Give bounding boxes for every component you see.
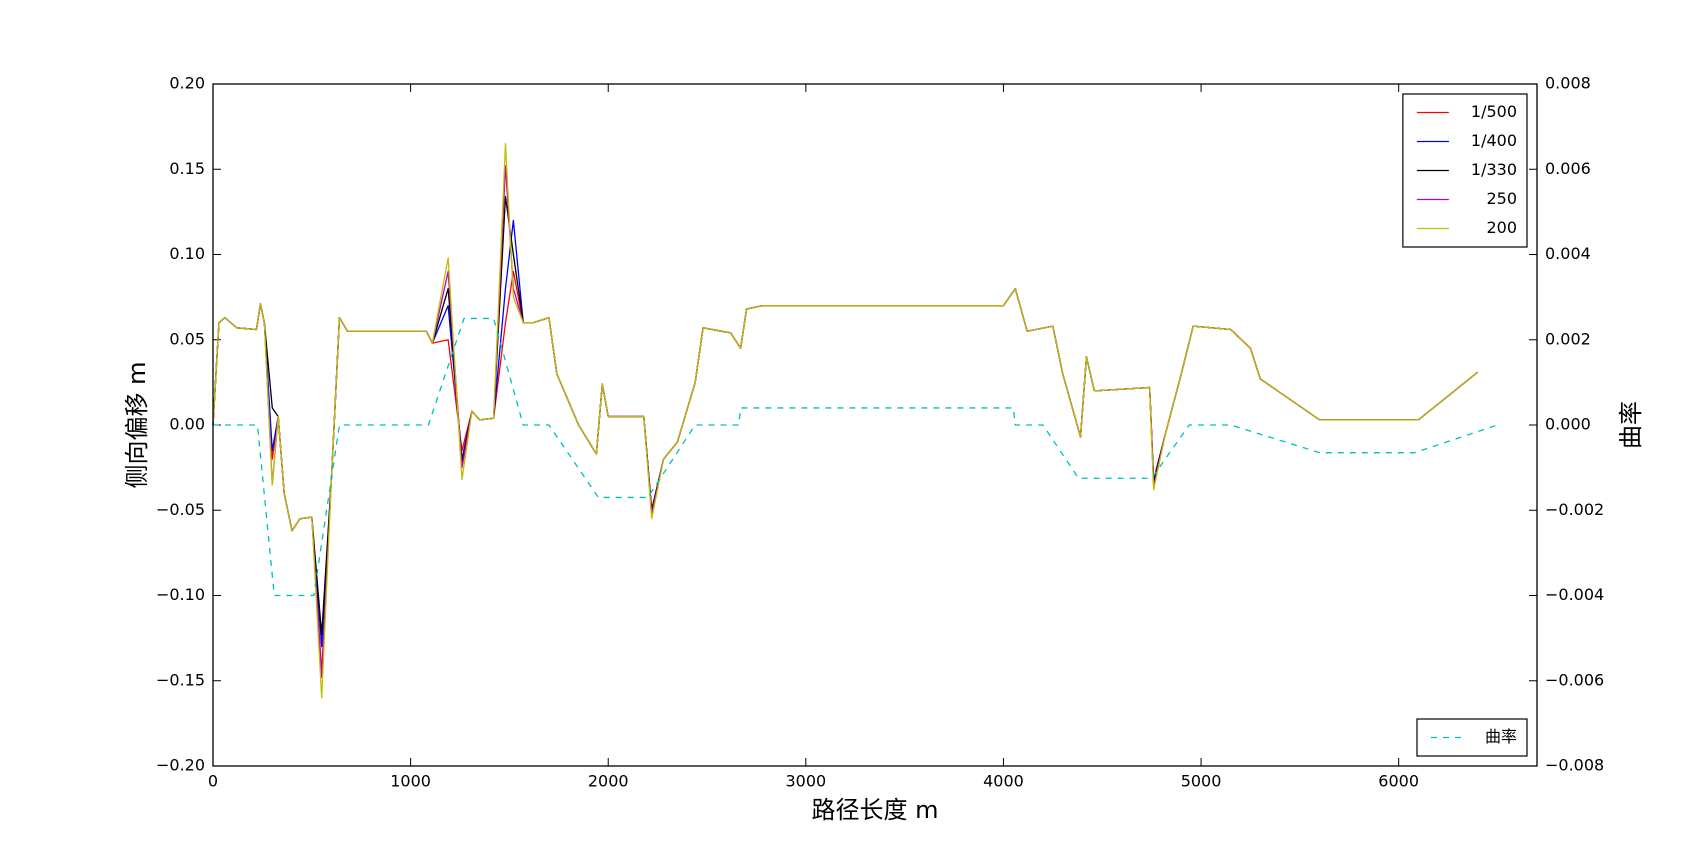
y-tick-label: 0.00 — [169, 415, 205, 434]
y-tick-label: 0.20 — [169, 74, 205, 93]
y2-tick-label: 0.000 — [1545, 415, 1591, 434]
data-line — [213, 317, 1498, 597]
data-line — [212, 165, 1479, 678]
y-tick-label: 0.05 — [169, 329, 205, 348]
data-line — [212, 219, 1479, 648]
x-tick-label: 2000 — [588, 772, 629, 791]
y-tick-label: −0.20 — [156, 756, 205, 775]
y-tick-label: 0.10 — [169, 244, 205, 263]
y-tick-label: 0.15 — [169, 159, 205, 178]
x-tick-label: 5000 — [1181, 772, 1222, 791]
y-tick-label: −0.10 — [156, 585, 205, 604]
y2-axis-label: 曲率 — [1617, 401, 1645, 449]
x-tick-label: 3000 — [785, 772, 826, 791]
legend-label: 1/330 — [1471, 160, 1517, 179]
y2-tick-label: −0.002 — [1545, 500, 1604, 519]
y2-tick-label: −0.006 — [1545, 670, 1604, 689]
legend-label: 1/400 — [1471, 131, 1517, 150]
plot-frame — [212, 83, 1538, 767]
data-line — [212, 143, 1479, 699]
legend-label: 曲率 — [1485, 727, 1517, 746]
legend: 1/500 1/400 1/330 250 200 — [1402, 93, 1528, 248]
y2-tick-label: 0.006 — [1545, 159, 1591, 178]
y2-tick-label: 0.004 — [1545, 244, 1591, 263]
y2-tick-label: 0.008 — [1545, 74, 1591, 93]
legend-label: 1/500 — [1471, 102, 1517, 121]
x-tick-label: 6000 — [1378, 772, 1419, 791]
y2-tick-label: −0.008 — [1545, 756, 1604, 775]
y2-tick-label: 0.002 — [1545, 329, 1591, 348]
x-tick-label: 4000 — [983, 772, 1024, 791]
legend-label: 250 — [1486, 189, 1517, 208]
legend: 曲率 — [1416, 718, 1528, 757]
x-tick-label: 0 — [208, 772, 218, 791]
y-tick-label: −0.05 — [156, 500, 205, 519]
data-line — [212, 195, 1479, 636]
y-axis-label: 侧向偏移 m — [123, 361, 151, 488]
legend-label: 200 — [1486, 218, 1517, 237]
y2-tick-label: −0.004 — [1545, 585, 1604, 604]
x-tick-label: 1000 — [390, 772, 431, 791]
y-tick-label: −0.15 — [156, 670, 205, 689]
x-axis-label: 路径长度 m — [811, 796, 938, 824]
